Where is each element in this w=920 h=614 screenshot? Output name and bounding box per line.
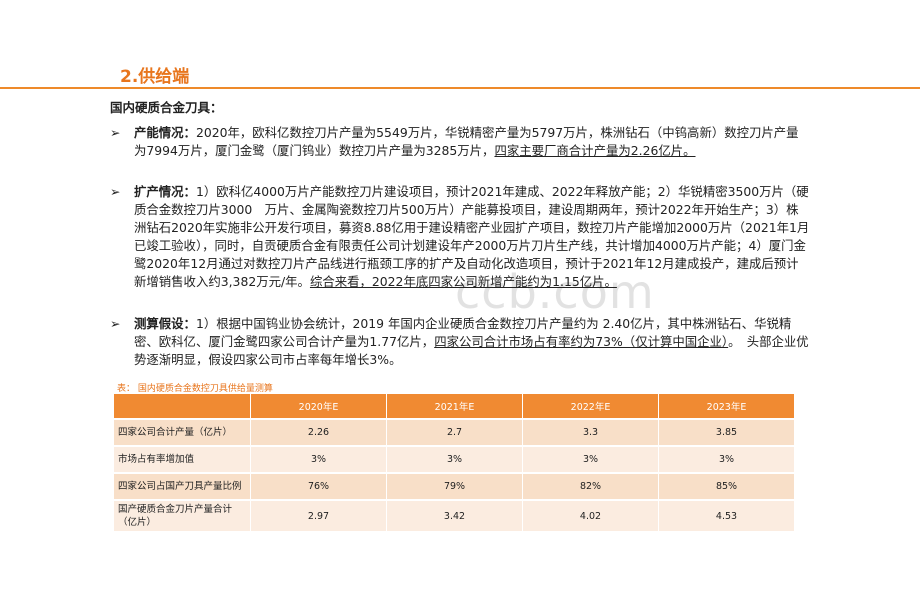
section-title: 2.供给端 xyxy=(120,67,190,87)
table-cell: 3% xyxy=(250,445,386,472)
subheading: 国内硬质合金刀具： xyxy=(110,100,223,115)
table-row: 四家公司占国产刀具产量比例 76% 79% 82% 85% xyxy=(114,472,794,499)
table-cell: 3% xyxy=(658,445,794,472)
bullet-highlight: 四家主要厂商合计产量为2.26亿片。 xyxy=(494,143,696,158)
table-cell: 82% xyxy=(522,472,658,499)
table-cell: 2.7 xyxy=(386,418,522,445)
arrow-bullet-icon: ➢ xyxy=(110,316,121,331)
bullet-lead: 产能情况： xyxy=(134,125,196,140)
row-label: 市场占有率增加值 xyxy=(114,445,250,472)
table-header-cell: 2022年E xyxy=(522,394,658,418)
table-cell: 3% xyxy=(522,445,658,472)
table-cell: 79% xyxy=(386,472,522,499)
bullet-expansion: ➢ 扩产情况：1）欧科亿4000万片产能数控刀片建设项目，预计2021年建成、2… xyxy=(110,183,810,291)
table-row: 市场占有率增加值 3% 3% 3% 3% xyxy=(114,445,794,472)
table-header-row: 2020年E 2021年E 2022年E 2023年E xyxy=(114,394,794,418)
bullet-highlight: 综合来看，2022年底四家公司新增产能约为1.15亿片。 xyxy=(309,274,617,289)
table-cell: 85% xyxy=(658,472,794,499)
bullet-assumption: ➢ 测算假设：1）根据中国钨业协会统计，2019 年国内企业硬质合金数控刀片产量… xyxy=(110,315,810,369)
row-label: 四家公司占国产刀具产量比例 xyxy=(114,472,250,499)
row-label: 四家公司合计产量（亿片） xyxy=(114,418,250,445)
table-header-cell: 2021年E xyxy=(386,394,522,418)
supply-table: 2020年E 2021年E 2022年E 2023年E 四家公司合计产量（亿片）… xyxy=(114,394,794,531)
table-header-cell: 2020年E xyxy=(250,394,386,418)
table-caption: 表： 国内硬质合金数控刀具供给量测算 xyxy=(117,384,273,394)
table-header-cell: 2023年E xyxy=(658,394,794,418)
bullet-text: 2020年，欧科亿数控刀片产量为5549万片，华锐精密产量为5797万片，株洲钻… xyxy=(134,125,799,158)
bullet-lead: 扩产情况： xyxy=(134,184,196,199)
table-cell: 3.3 xyxy=(522,418,658,445)
bullet-text: 1）根据中国钨业协会统计，2019 年国内企业硬质合金数控刀片产量约为 2.40… xyxy=(134,316,792,349)
table-header-cell xyxy=(114,394,250,418)
table-cell: 2.26 xyxy=(250,418,386,445)
bullet-highlight: 四家公司合计市场占有率约为73%（仅计算中国企业） xyxy=(434,334,729,349)
table-cell: 2.97 xyxy=(250,499,386,531)
bullet-capacity: ➢ 产能情况：2020年，欧科亿数控刀片产量为5549万片，华锐精密产量为579… xyxy=(110,124,810,160)
title-divider xyxy=(0,87,920,89)
table-cell: 4.02 xyxy=(522,499,658,531)
bullet-text: 1）欧科亿4000万片产能数控刀片建设项目，预计2021年建成、2022年释放产… xyxy=(134,184,810,289)
bullet-lead: 测算假设： xyxy=(134,316,196,331)
table-row: 国产硬质合金刀片产量合计（亿片） 2.97 3.42 4.02 4.53 xyxy=(114,499,794,531)
table-row: 四家公司合计产量（亿片） 2.26 2.7 3.3 3.85 xyxy=(114,418,794,445)
table-cell: 4.53 xyxy=(658,499,794,531)
table-cell: 3.85 xyxy=(658,418,794,445)
table-cell: 76% xyxy=(250,472,386,499)
arrow-bullet-icon: ➢ xyxy=(110,125,121,140)
row-label: 国产硬质合金刀片产量合计（亿片） xyxy=(114,499,250,531)
arrow-bullet-icon: ➢ xyxy=(110,184,121,199)
table-cell: 3% xyxy=(386,445,522,472)
bullet-tail: 。 头部企业优势逐渐明显，假设四家公司市占率每年增长3%。 xyxy=(134,334,809,367)
table-cell: 3.42 xyxy=(386,499,522,531)
